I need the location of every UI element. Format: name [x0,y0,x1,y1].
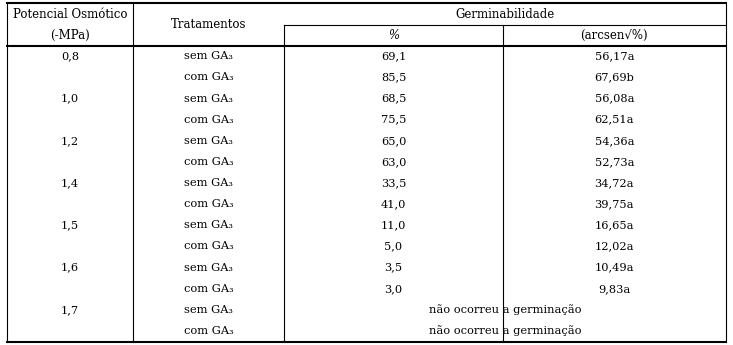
Text: com GA₃: com GA₃ [184,157,233,167]
Text: sem GA₃: sem GA₃ [184,51,233,61]
Text: sem GA₃: sem GA₃ [184,93,233,104]
Text: 62,51a: 62,51a [594,115,634,125]
Text: 0,8: 0,8 [61,51,79,61]
Text: com GA₃: com GA₃ [184,326,233,336]
Text: 75,5: 75,5 [380,115,406,125]
Text: 33,5: 33,5 [380,178,406,188]
Text: com GA₃: com GA₃ [184,115,233,125]
Text: (arcsen√%): (arcsen√%) [581,29,648,42]
Text: 11,0: 11,0 [380,220,406,230]
Text: sem GA₃: sem GA₃ [184,220,233,230]
Text: sem GA₃: sem GA₃ [184,305,233,315]
Text: com GA₃: com GA₃ [184,284,233,294]
Text: 3,5: 3,5 [384,263,402,273]
Text: 39,75a: 39,75a [594,199,634,209]
Text: com GA₃: com GA₃ [184,241,233,252]
Text: 69,1: 69,1 [380,51,406,61]
Text: 34,72a: 34,72a [594,178,634,188]
Text: 1,2: 1,2 [61,136,79,146]
Text: (-MPa): (-MPa) [51,29,90,42]
Text: 1,5: 1,5 [61,220,79,230]
Text: 56,17a: 56,17a [594,51,634,61]
Text: 5,0: 5,0 [384,241,402,252]
Text: 10,49a: 10,49a [594,263,634,273]
Text: Tratamentos: Tratamentos [171,18,246,31]
Text: 12,02a: 12,02a [594,241,634,252]
Text: com GA₃: com GA₃ [184,199,233,209]
Text: sem GA₃: sem GA₃ [184,136,233,146]
Text: não ocorreu a germinação: não ocorreu a germinação [429,326,581,336]
Text: 16,65a: 16,65a [594,220,634,230]
Text: sem GA₃: sem GA₃ [184,263,233,273]
Text: com GA₃: com GA₃ [184,72,233,82]
Text: 9,83a: 9,83a [598,284,630,294]
Text: 67,69b: 67,69b [594,72,634,82]
Text: 3,0: 3,0 [384,284,402,294]
Text: 68,5: 68,5 [380,93,406,104]
Text: Potencial Osmótico: Potencial Osmótico [13,8,128,20]
Text: Germinabilidade: Germinabilidade [455,8,554,20]
Text: sem GA₃: sem GA₃ [184,178,233,188]
Text: 56,08a: 56,08a [594,93,634,104]
Text: 65,0: 65,0 [380,136,406,146]
Text: 54,36a: 54,36a [594,136,634,146]
Text: 1,4: 1,4 [61,178,79,188]
Text: %: % [388,29,399,42]
Text: 1,0: 1,0 [61,93,79,104]
Text: 41,0: 41,0 [380,199,406,209]
Text: não ocorreu a germinação: não ocorreu a germinação [429,304,581,315]
Text: 1,7: 1,7 [61,305,79,315]
Text: 85,5: 85,5 [380,72,406,82]
Text: 1,6: 1,6 [61,263,79,273]
Text: 52,73a: 52,73a [594,157,634,167]
Text: 63,0: 63,0 [380,157,406,167]
